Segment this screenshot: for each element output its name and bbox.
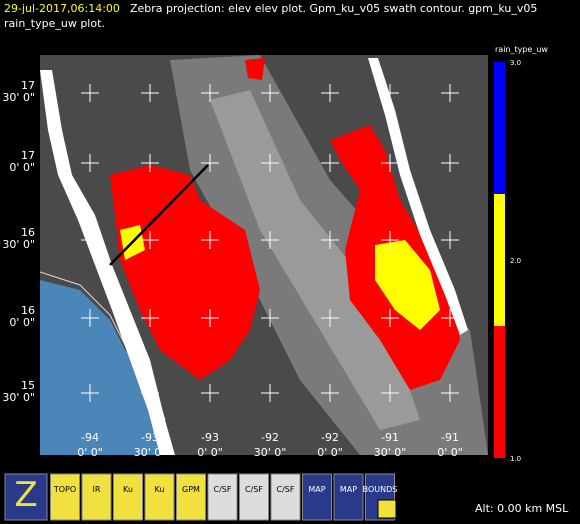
lat-label: 17 (21, 79, 35, 92)
lon-label: -91 (441, 431, 459, 444)
ocean (40, 280, 160, 455)
swath-core (210, 90, 420, 430)
toolbar-icon-label: TOPO (53, 485, 76, 494)
toolbar-icon[interactable] (270, 473, 301, 521)
lon-label: 0' 0" (197, 446, 223, 459)
colorbar-title: rain_type_uw (495, 45, 548, 54)
lat-label: 30' 0" (2, 391, 35, 404)
lon-label: 30' 0" (134, 446, 167, 459)
toolbar-icon[interactable] (302, 473, 332, 521)
map (40, 55, 488, 455)
lat-label: 30' 0" (2, 238, 35, 251)
lon-label: -92 (261, 431, 279, 444)
toolbar-icon-label: Ku (155, 485, 165, 494)
rain-area (375, 240, 440, 330)
lon-label: 30' 0" (254, 446, 287, 459)
toolbar-icon[interactable] (4, 473, 48, 521)
lon-label: -93 (141, 431, 159, 444)
lat-label: 16 (21, 226, 35, 239)
toolbar-icon-label: IR (93, 485, 101, 494)
toolbar-icon[interactable] (176, 473, 206, 521)
toolbar-icon-label: C/SF (214, 485, 232, 494)
lat-label: 15 (21, 379, 35, 392)
toolbar-icon[interactable] (113, 473, 143, 521)
toolbar-icon[interactable] (239, 473, 269, 521)
toolbar-icon-label: Z (14, 475, 37, 515)
colorbar-segment (494, 326, 505, 458)
colorbar-label: 1.0 (510, 455, 521, 463)
colorbar-segment (494, 62, 505, 194)
colorbar-label: 2.0 (510, 257, 521, 265)
lon-label: -93 (201, 431, 219, 444)
toolbar-icon-label: BOUNDS (363, 485, 398, 494)
lon-label: 0' 0" (437, 446, 463, 459)
toolbar-icon-label: C/SF (277, 485, 295, 494)
grid-toggle[interactable] (377, 499, 397, 519)
toolbar-icon-label: MAP (308, 485, 325, 494)
header-text: Zebra projection: elev elev plot. Gpm_ku… (130, 2, 537, 15)
rain-area (245, 58, 265, 80)
toolbar-icon[interactable] (50, 473, 80, 521)
lon-label: -91 (381, 431, 399, 444)
header-time: 29-jul-2017,06:14:00 (4, 2, 120, 15)
lat-label: 0' 0" (9, 316, 35, 329)
colorbar-segment (494, 194, 505, 326)
lat-label: 17 (21, 149, 35, 162)
toolbar-icon[interactable] (144, 473, 175, 521)
swath-edge (40, 70, 175, 455)
cross-section-line (109, 164, 209, 266)
lon-label: -94 (81, 431, 99, 444)
toolbar-icon-label: MAP (340, 485, 357, 494)
lon-label: 30' 0" (374, 446, 407, 459)
altitude: Alt: 0.00 km MSL (475, 502, 569, 515)
toolbar-icon-label: C/SF (245, 485, 263, 494)
lat-label: 0' 0" (9, 161, 35, 174)
lon-label: 0' 0" (317, 446, 343, 459)
swath-edge (368, 58, 468, 335)
lat-label: 30' 0" (2, 91, 35, 104)
toolbar-icon-label: GPM (182, 485, 200, 494)
lon-label: -92 (321, 431, 339, 444)
colorbar-label: 3.0 (510, 59, 521, 67)
toolbar-icon[interactable] (207, 473, 238, 521)
rain-area (110, 165, 260, 380)
header-line2: rain_type_uw plot. (4, 17, 105, 30)
lat-label: 16 (21, 304, 35, 317)
toolbar-icon-label: Ku (123, 485, 133, 494)
lon-label: 0' 0" (77, 446, 103, 459)
toolbar-icon[interactable] (333, 473, 364, 521)
toolbar-icon[interactable] (81, 473, 112, 521)
